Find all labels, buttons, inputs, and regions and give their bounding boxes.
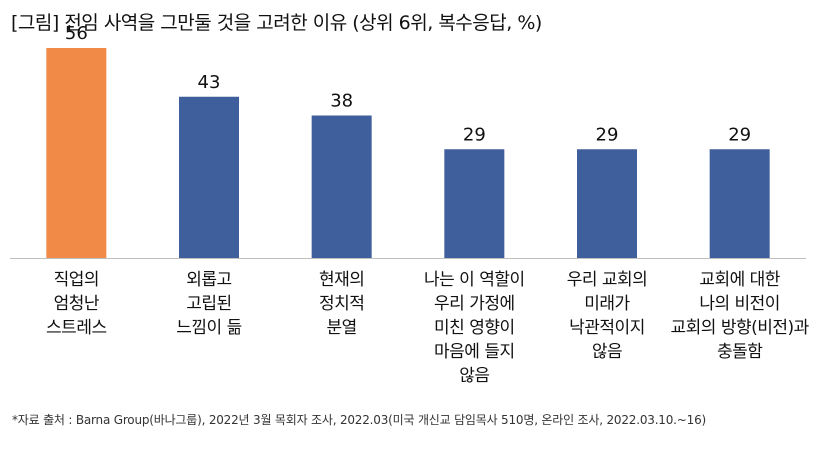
data-label-6: 29 xyxy=(728,124,751,145)
category-label-3: 현재의 정치적 분열 xyxy=(318,270,365,338)
chart-title: [그림] 전임 사역을 그만둘 것을 고려한 이유 (상위 6위, 복수응답, … xyxy=(11,12,542,34)
category-label-2: 외롭고 고립된 느낌이 듦 xyxy=(176,270,242,338)
bar-1 xyxy=(46,48,107,258)
bar-4 xyxy=(444,149,505,258)
category-label-1: 직업의 엄청난 스트레스 xyxy=(46,270,107,338)
bar-2 xyxy=(179,96,239,258)
data-label-1: 56 xyxy=(65,23,88,44)
category-label-5: 우리 교회의 미래가 낙관적이지 않음 xyxy=(566,270,648,362)
bar-6 xyxy=(709,149,770,258)
bar-5 xyxy=(577,149,637,258)
data-label-4: 29 xyxy=(463,124,486,145)
source-footnote: *자료 출처 : Barna Group(바나그룹), 2022년 3월 목회자… xyxy=(12,413,706,427)
category-label-6: 교회에 대한 나의 비전이 교회의 방향(비전)과 충돌함 xyxy=(670,270,810,362)
bar-3 xyxy=(311,115,372,258)
data-label-5: 29 xyxy=(596,124,619,145)
category-label-4: 나는 이 역할이 우리 가정에 미친 영향이 마음에 들지 않음 xyxy=(424,270,525,386)
data-label-3: 38 xyxy=(330,91,353,112)
data-label-2: 43 xyxy=(198,72,221,93)
